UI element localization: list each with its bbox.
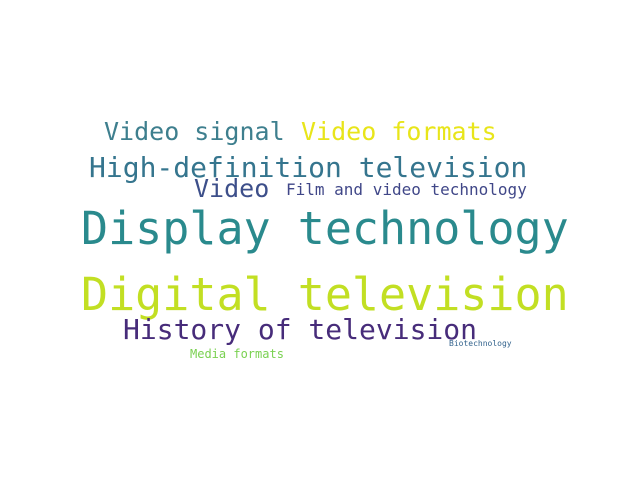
word-history-of-television: History of television (123, 313, 478, 346)
word-media-formats: Media formats (190, 347, 284, 361)
word-biotechnology: Biotechnology (449, 339, 512, 348)
word-video-signal: Video signal (104, 117, 285, 146)
word-film-and-video-technology: Film and video technology (286, 180, 527, 199)
word-video-formats: Video formats (301, 117, 497, 146)
word-digital-television: Digital television (81, 268, 569, 321)
word-high-definition-television: High-definition television (89, 151, 528, 184)
word-video: Video (194, 174, 270, 203)
word-display-technology: Display technology (81, 202, 569, 255)
